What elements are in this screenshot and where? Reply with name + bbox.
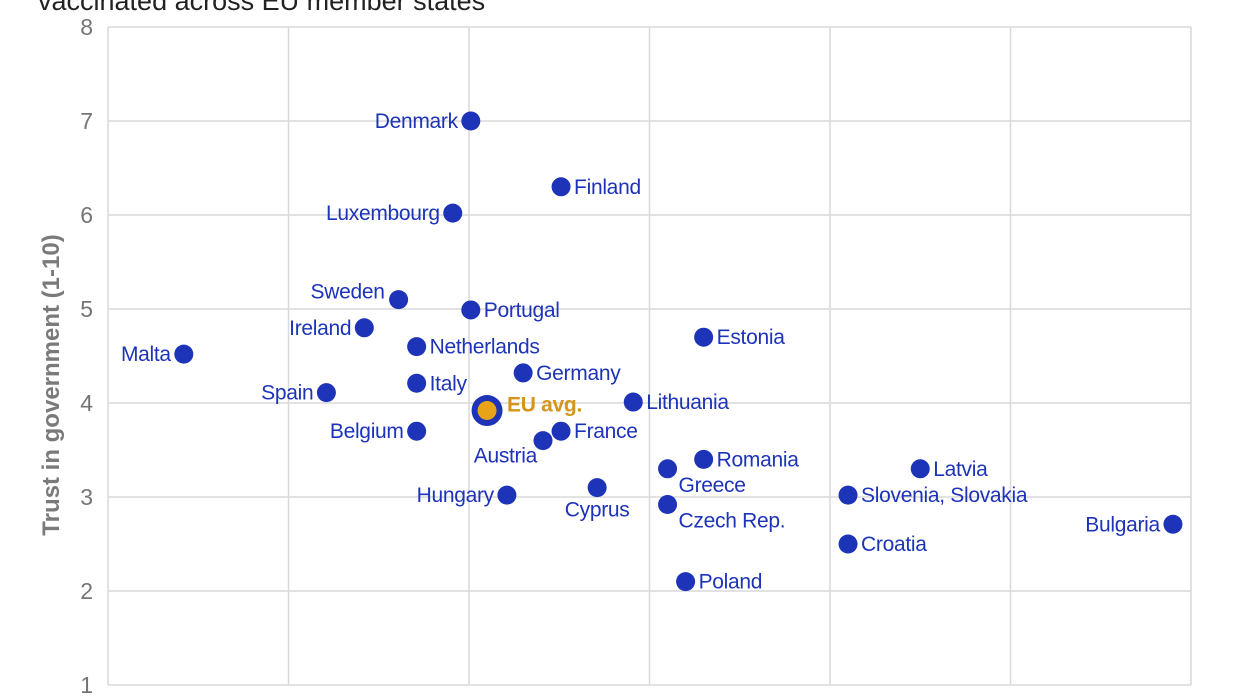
point-labels: Malta Denmark Finland Luxembourg Sweden Portu… xyxy=(121,110,1161,594)
eu-average-point xyxy=(477,401,497,421)
data-point xyxy=(838,485,858,505)
y-tick-label: 8 xyxy=(80,14,93,40)
data-point xyxy=(676,572,696,592)
data-point xyxy=(316,383,336,403)
data-point xyxy=(407,421,427,441)
data-points xyxy=(174,111,1183,592)
y-tick-label: 4 xyxy=(80,390,93,416)
data-point xyxy=(389,290,409,310)
point-label: Belgium xyxy=(330,420,404,443)
data-point xyxy=(497,485,517,505)
point-label: Luxembourg xyxy=(326,202,440,225)
y-tick-label: 5 xyxy=(80,296,93,322)
data-point xyxy=(658,459,678,479)
data-point xyxy=(461,111,481,131)
y-tick-label: 1 xyxy=(80,672,93,698)
point-label: Spain xyxy=(261,382,313,405)
point-label: Hungary xyxy=(417,484,495,507)
eu-average-label: EU avg. xyxy=(507,394,582,417)
data-point xyxy=(1163,514,1183,534)
data-point xyxy=(838,534,858,554)
data-point xyxy=(513,363,533,383)
point-label: France xyxy=(574,420,638,443)
y-axis: 1 2 3 4 5 6 7 8 xyxy=(80,14,93,698)
point-label: Austria xyxy=(474,445,538,468)
y-tick-label: 3 xyxy=(80,484,93,510)
point-label: Estonia xyxy=(717,326,786,349)
point-label: Greece xyxy=(679,474,746,497)
y-tick-label: 2 xyxy=(80,578,93,604)
point-label: Lithuania xyxy=(646,391,729,414)
point-label: Poland xyxy=(699,571,763,594)
data-point xyxy=(461,300,481,320)
grid-lines xyxy=(107,26,1192,686)
point-label: Netherlands xyxy=(430,336,540,359)
point-label: Bulgaria xyxy=(1085,513,1160,536)
data-point xyxy=(623,392,643,412)
y-axis-label: Trust in government (1-10) xyxy=(38,234,65,535)
data-point xyxy=(354,318,374,338)
data-point xyxy=(910,459,930,479)
data-point xyxy=(551,177,571,197)
data-point xyxy=(533,431,553,451)
point-label: Sweden xyxy=(311,281,385,304)
point-label: Malta xyxy=(121,343,171,366)
point-label: Cyprus xyxy=(565,499,630,522)
data-point xyxy=(443,203,463,223)
data-point xyxy=(658,495,678,515)
data-point xyxy=(551,421,571,441)
point-label: Slovenia, Slovakia xyxy=(861,484,1028,507)
point-label: Czech Rep. xyxy=(679,510,786,533)
point-label: Finland xyxy=(574,176,641,199)
point-label: Italy xyxy=(430,372,468,395)
chart-title: vaccinated across EU member states xyxy=(38,0,486,16)
point-label: Denmark xyxy=(375,110,459,133)
data-point xyxy=(407,337,427,357)
data-point xyxy=(587,478,607,498)
data-point xyxy=(407,373,427,393)
point-label: Croatia xyxy=(861,533,927,556)
point-label: Portugal xyxy=(484,299,560,322)
data-point xyxy=(694,327,714,347)
data-point xyxy=(694,449,714,469)
point-label: Latvia xyxy=(933,458,988,481)
y-tick-label: 7 xyxy=(80,108,93,134)
point-label: Ireland xyxy=(289,317,351,340)
y-tick-label: 6 xyxy=(80,202,93,228)
data-point xyxy=(174,344,194,364)
point-label: Romania xyxy=(717,448,800,471)
point-label: Germany xyxy=(536,362,621,385)
